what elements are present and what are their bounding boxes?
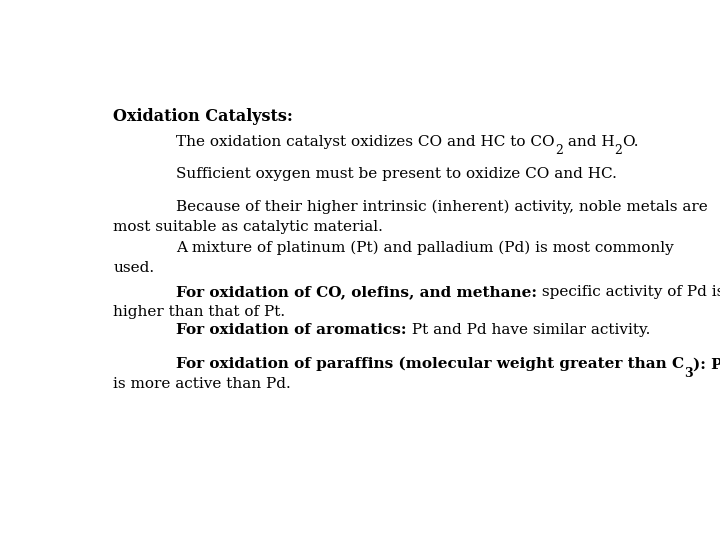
Text: For oxidation of aromatics:: For oxidation of aromatics: xyxy=(176,323,407,337)
Text: used.: used. xyxy=(114,261,155,275)
Text: Sufficient oxygen must be present to oxidize CO and HC.: Sufficient oxygen must be present to oxi… xyxy=(176,167,617,181)
Text: Because of their higher intrinsic (inherent) activity, noble metals are: Because of their higher intrinsic (inher… xyxy=(176,199,708,214)
Text: The oxidation catalyst oxidizes CO and HC to CO: The oxidation catalyst oxidizes CO and H… xyxy=(176,135,555,149)
Text: For oxidation of CO, olefins, and methane:: For oxidation of CO, olefins, and methan… xyxy=(176,286,538,299)
Text: 2: 2 xyxy=(555,144,563,157)
Text: 3: 3 xyxy=(685,367,693,380)
Text: O.: O. xyxy=(623,135,639,149)
Text: A mixture of platinum (Pt) and palladium (Pd) is most commonly: A mixture of platinum (Pt) and palladium… xyxy=(176,241,674,255)
Text: Pt and Pd have similar activity.: Pt and Pd have similar activity. xyxy=(407,323,650,337)
Text: 2: 2 xyxy=(615,144,623,157)
Text: most suitable as catalytic material.: most suitable as catalytic material. xyxy=(114,220,383,234)
Text: ): Pt: ): Pt xyxy=(693,357,720,372)
Text: For oxidation of paraffins (molecular weight greater than C: For oxidation of paraffins (molecular we… xyxy=(176,357,685,372)
Text: and H: and H xyxy=(563,135,615,149)
Text: is more active than Pd.: is more active than Pd. xyxy=(114,377,291,392)
Text: specific activity of Pd is: specific activity of Pd is xyxy=(538,286,720,299)
Text: Oxidation Catalysts:: Oxidation Catalysts: xyxy=(114,109,293,125)
Text: higher than that of Pt.: higher than that of Pt. xyxy=(114,305,286,319)
